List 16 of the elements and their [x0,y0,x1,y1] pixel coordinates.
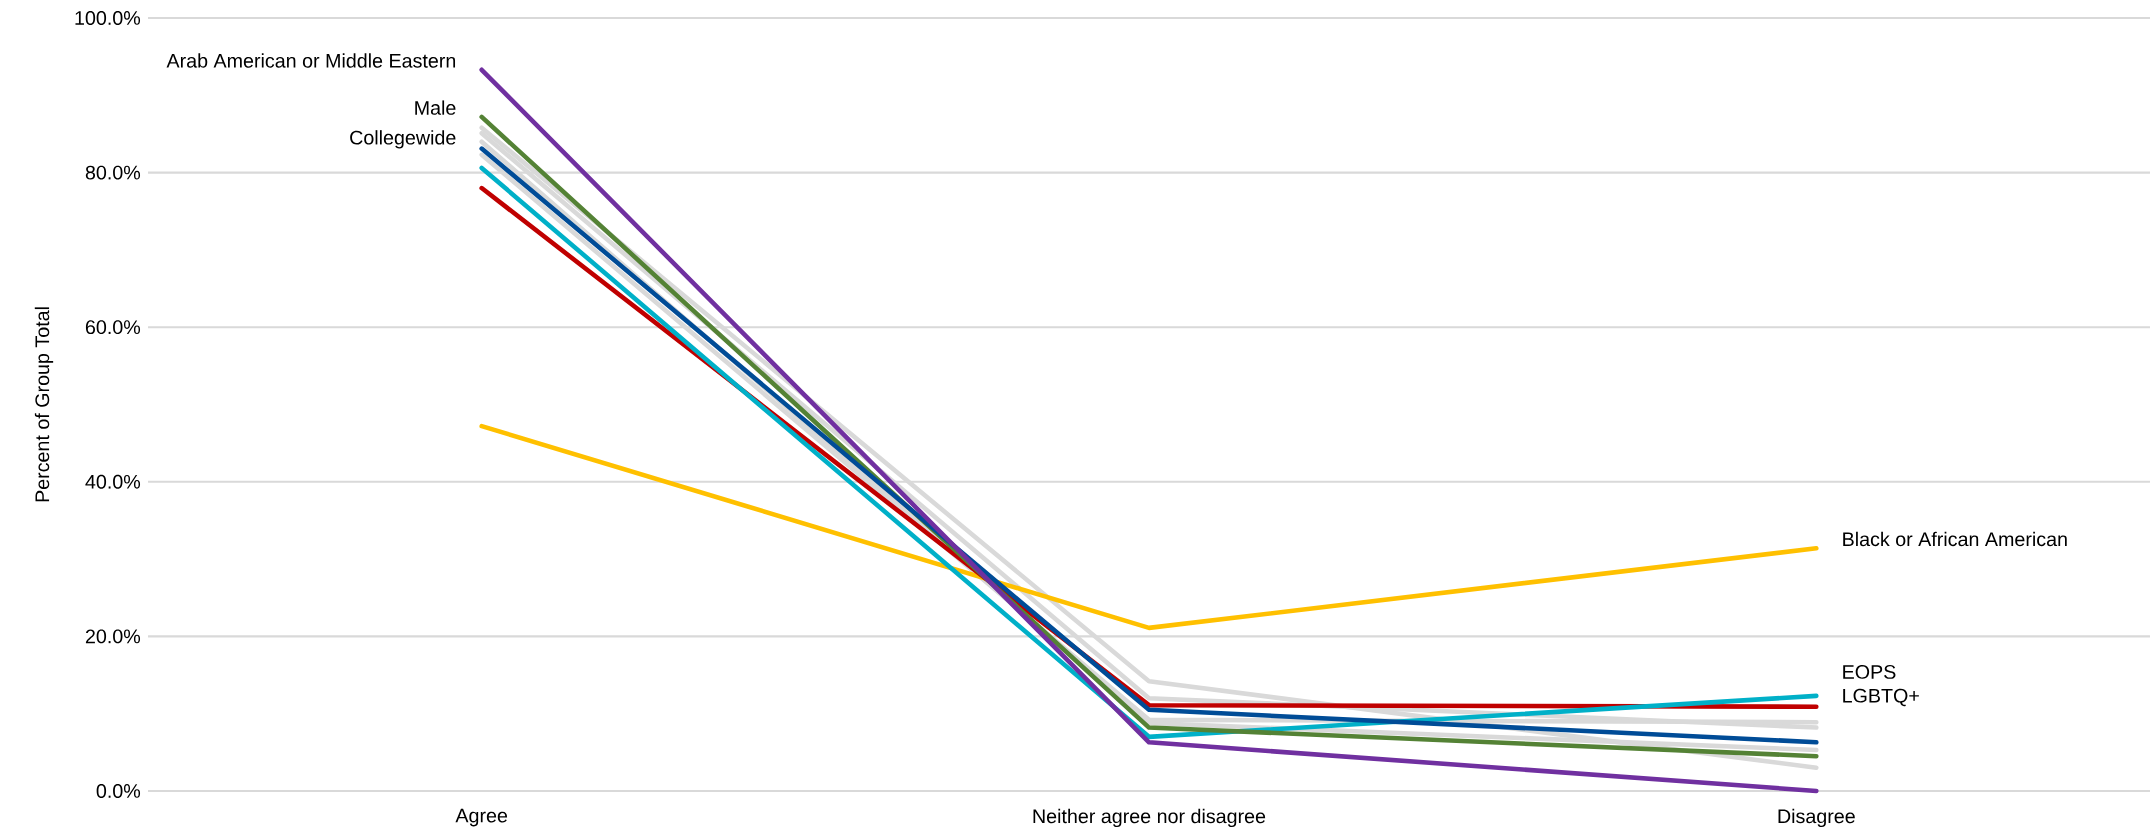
series-label: Arab American or Middle Eastern [166,53,456,68]
series-label: Black or African American [1843,531,2067,547]
y-tick-label: 80.0% [85,165,141,180]
series-label: Collegewide [350,130,456,149]
x-tick-label: Agree [455,808,508,827]
x-tick-label: Neither agree nor disagree [1033,808,1266,828]
x-tick-label: Disagree [1778,808,1855,828]
series-label: EOPS [1843,665,1896,679]
series-label: Male [415,100,456,115]
series-label: LGBTQ+ [1843,688,1919,707]
y-tick-label: 40.0% [85,474,141,489]
y-axis-title: Percent of Group Total [34,307,54,502]
y-tick-label: 100.0% [75,11,141,25]
y-tick-label: 60.0% [85,320,141,335]
y-tick-label: 0.0% [96,784,141,798]
y-tick-label: 20.0% [85,629,141,644]
